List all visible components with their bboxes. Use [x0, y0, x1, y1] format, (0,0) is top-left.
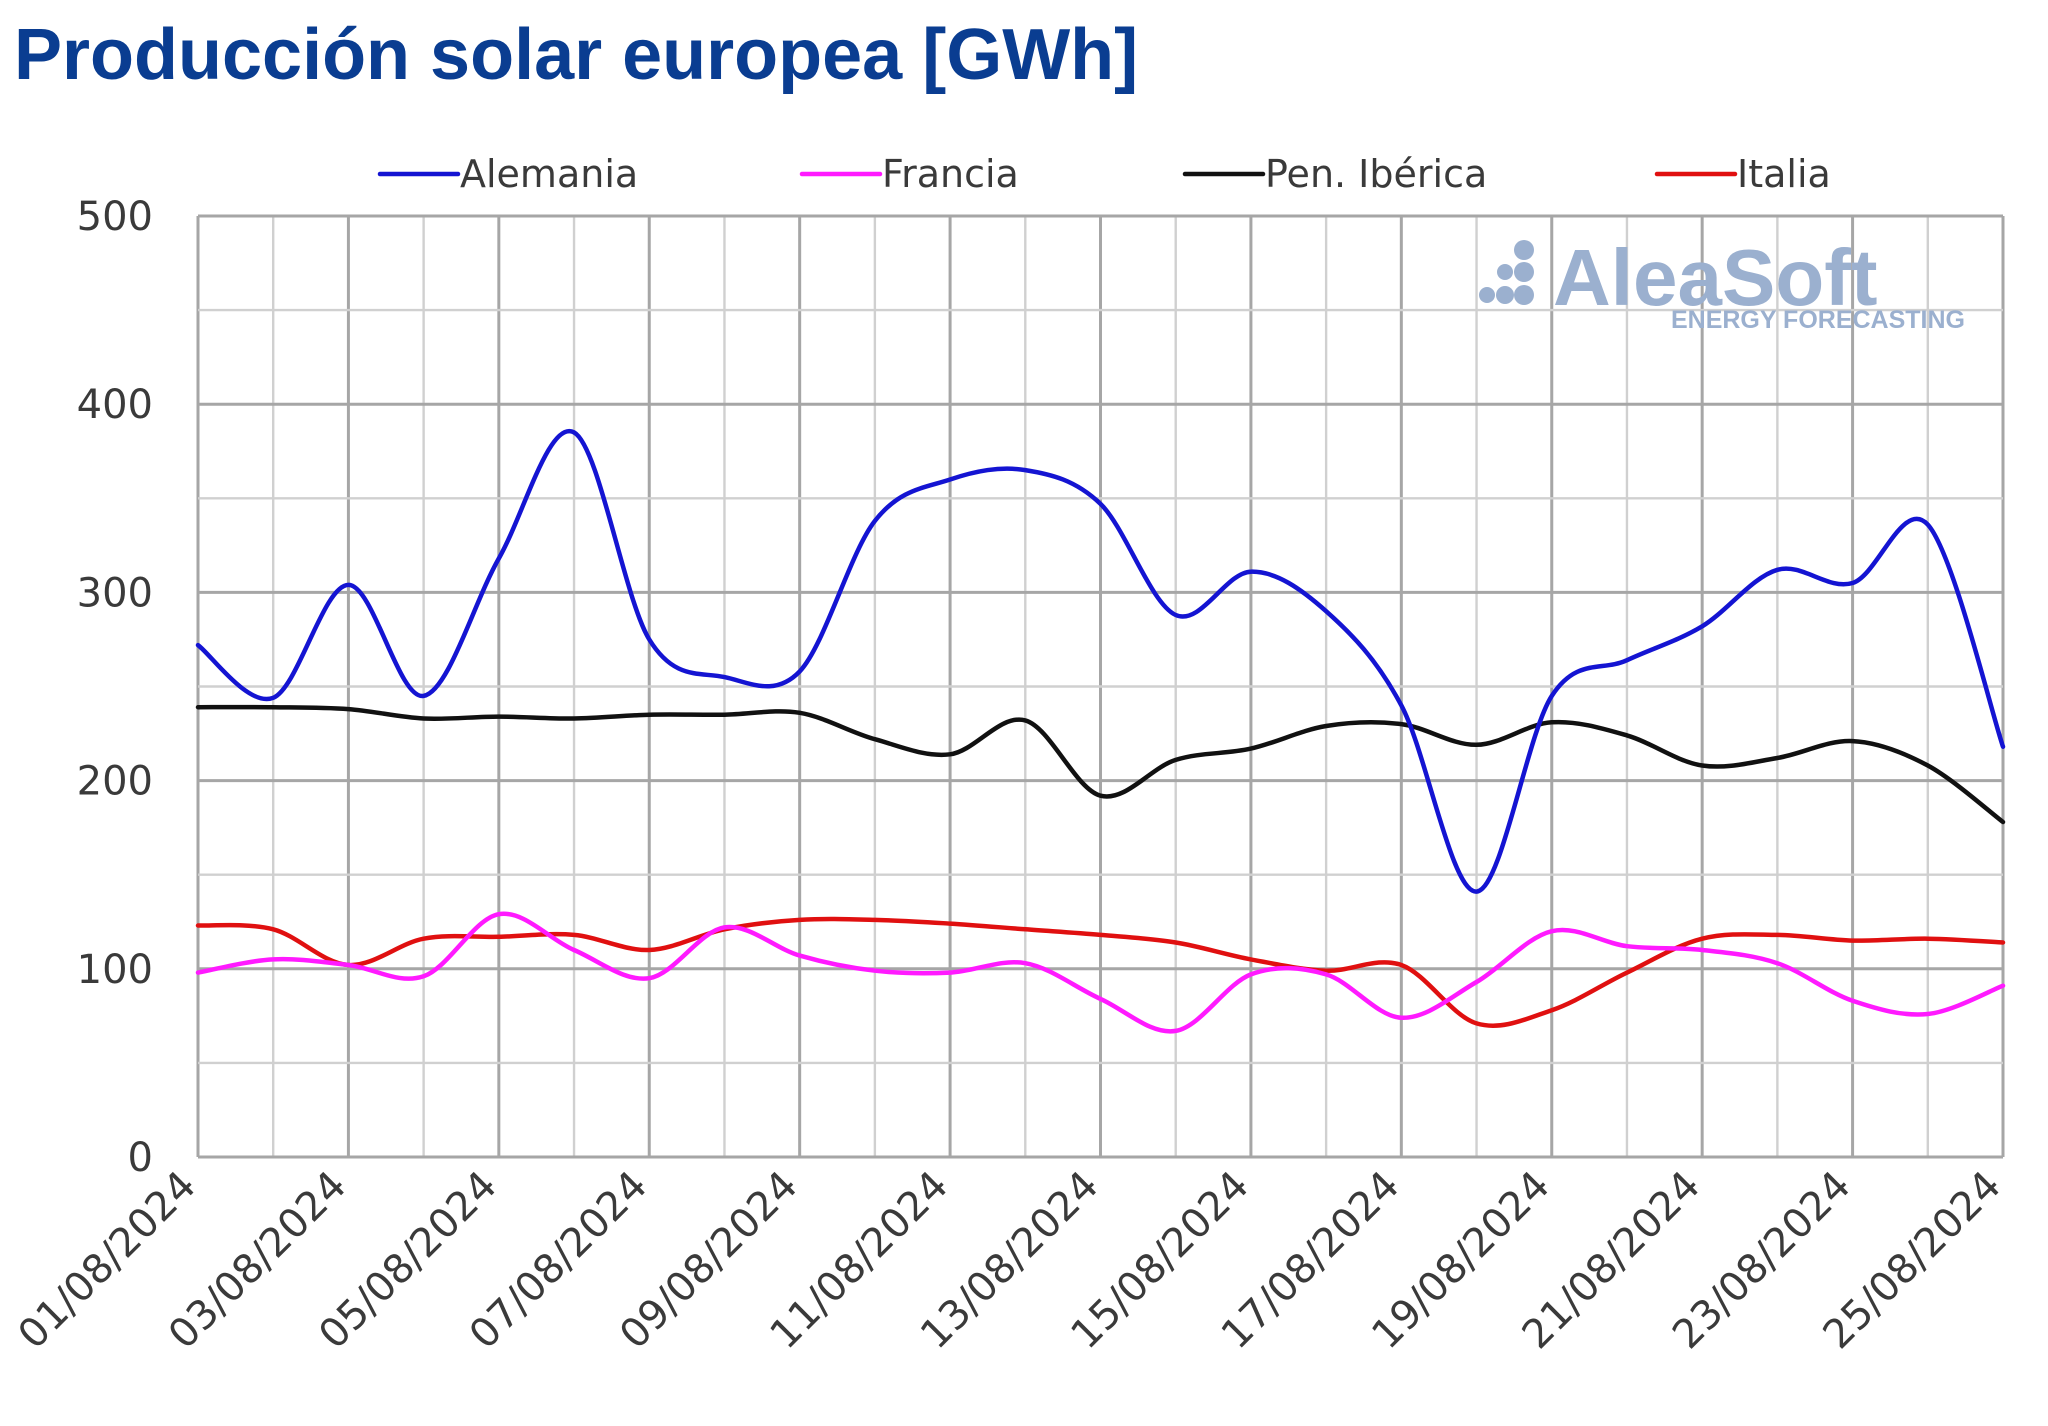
legend-label: Francia — [882, 152, 1019, 196]
watermark-brand: AleaSoft — [1553, 233, 1878, 322]
watermark-tagline: ENERGY FORECASTING — [1671, 306, 1965, 334]
aleasoft-dots-icon — [1479, 240, 1534, 305]
series-line-francia — [195, 911, 2006, 1034]
series-line-italia — [195, 916, 2006, 1028]
watermark-logo: AleaSoft ENERGY FORECASTING — [1479, 233, 1965, 334]
legend-label: Alemania — [460, 152, 638, 196]
y-tick-label: 300 — [77, 570, 153, 616]
y-axis-ticks: 0 100 200 300 400 500 — [77, 194, 153, 1181]
legend-label: Pen. Ibérica — [1265, 152, 1487, 196]
y-tick-label: 200 — [77, 759, 153, 805]
y-tick-label: 500 — [77, 194, 153, 240]
legend-label: Italia — [1737, 152, 1831, 196]
series-layer — [195, 428, 2006, 1034]
x-axis-ticks: 01/08/202403/08/202405/08/202407/08/2024… — [10, 1163, 2011, 1359]
y-tick-label: 400 — [77, 382, 153, 428]
series-line-alemania — [195, 428, 2006, 894]
y-tick-label: 0 — [128, 1135, 153, 1181]
y-tick-label: 100 — [77, 947, 153, 993]
grid — [196, 214, 2005, 1159]
series-line-pen-ib-rica — [195, 704, 2006, 825]
legend: Alemania Francia Pen. Ibérica Italia — [377, 152, 1831, 196]
chart-title: Producción solar europea [GWh] — [14, 15, 1139, 95]
